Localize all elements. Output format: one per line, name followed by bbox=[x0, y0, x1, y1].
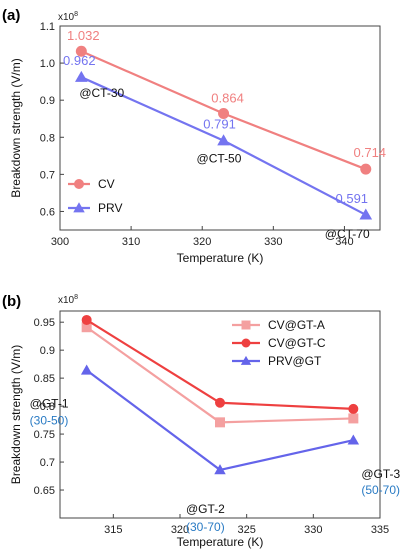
y-tick-label: 0.7 bbox=[40, 169, 55, 181]
data-point-PRV bbox=[75, 70, 88, 82]
y-axis-label: Breakdown strength (V/m) bbox=[9, 345, 23, 484]
y-tick-label: 0.8 bbox=[40, 401, 55, 413]
y-multiplier-exponent: 8 bbox=[74, 294, 78, 301]
legend-label: CV bbox=[98, 177, 115, 191]
y-tick-label: 1.0 bbox=[40, 58, 55, 70]
annotation: @CT-70 bbox=[325, 227, 370, 241]
annotation-range: (50-70) bbox=[361, 483, 400, 497]
legend-label: CV@GT-A bbox=[268, 318, 325, 332]
legend-marker-PRV bbox=[73, 202, 85, 213]
y-tick-label: 0.85 bbox=[34, 373, 55, 385]
data-point-CV@GT-A bbox=[215, 417, 225, 428]
y-multiplier: x108 bbox=[58, 294, 78, 306]
y-multiplier: x108 bbox=[58, 11, 78, 23]
annotation: @GT-1 bbox=[30, 396, 69, 410]
x-tick-label: 320 bbox=[193, 236, 211, 248]
x-tick-label: 310 bbox=[122, 236, 140, 248]
x-tick-label: 335 bbox=[371, 524, 389, 536]
data-label-PRV: 0.962 bbox=[63, 53, 96, 68]
y-axis-label: Breakdown strength (V/m) bbox=[9, 58, 23, 197]
y-tick-label: 0.95 bbox=[34, 317, 55, 329]
y-tick-label: 0.9 bbox=[40, 95, 55, 107]
data-point-PRV@GT bbox=[347, 434, 360, 445]
panel-a: (a) x108 300 310 320 330 340 0.6 0.7 0.8 0.9 1.0 1.1… bbox=[2, 7, 386, 265]
x-tick-label: 300 bbox=[51, 236, 69, 248]
y-tick-label: 0.9 bbox=[40, 345, 55, 357]
y-tick-label: 0.65 bbox=[34, 485, 55, 497]
annotation: @GT-3 bbox=[361, 467, 400, 481]
data-point-PRV@GT bbox=[80, 364, 93, 375]
legend-label: PRV bbox=[98, 201, 122, 215]
data-point-CV bbox=[75, 45, 87, 57]
annotation: @GT-2 bbox=[186, 502, 225, 516]
data-point-CV@GT-A bbox=[81, 322, 92, 333]
x-tick-label: 325 bbox=[237, 524, 255, 536]
annotation-range: (30-50) bbox=[30, 413, 69, 427]
data-label-PRV: 0.591 bbox=[336, 191, 369, 206]
data-label-CV: 0.714 bbox=[354, 145, 387, 160]
x-tick-label: 315 bbox=[104, 524, 122, 536]
panel-b: (b) x108 315 320 325 330 335 0.65 0.7 0.75 0.8 0.85… bbox=[2, 293, 401, 549]
legend-marker-CV@GT-A bbox=[241, 320, 251, 330]
panel-label: (b) bbox=[2, 293, 21, 310]
plot-frame bbox=[59, 310, 381, 519]
data-point-PRV bbox=[359, 208, 373, 220]
data-point-CV@GT-C bbox=[215, 397, 225, 408]
y-tick-label: 1.1 bbox=[40, 21, 55, 33]
legend-marker-CV@GT-C bbox=[241, 338, 251, 348]
data-point-PRV@GT bbox=[214, 464, 226, 475]
y-multiplier-exponent: 8 bbox=[74, 11, 78, 18]
y-tick-label: 0.7 bbox=[40, 457, 55, 469]
panel-label: (a) bbox=[2, 7, 20, 24]
data-point-CV@GT-A bbox=[348, 413, 359, 424]
plot-frame bbox=[59, 25, 381, 231]
data-label-CV: 0.864 bbox=[211, 91, 244, 106]
annotation: @CT-30 bbox=[79, 86, 124, 100]
x-tick-label: 330 bbox=[264, 236, 282, 248]
y-tick-label: 0.6 bbox=[40, 206, 55, 218]
legend-marker-PRV@GT bbox=[240, 355, 252, 365]
legend-label: CV@GT-C bbox=[268, 336, 326, 350]
y-tick-label: 0.75 bbox=[34, 429, 55, 441]
x-tick-label: 340 bbox=[335, 236, 353, 248]
x-axis-label: Temperature (K) bbox=[177, 535, 264, 549]
x-tick-label: 330 bbox=[304, 524, 322, 536]
data-point-CV bbox=[360, 163, 372, 175]
data-point-CV@GT-C bbox=[81, 314, 92, 325]
annotation: @CT-50 bbox=[197, 152, 242, 166]
legend-marker-CV bbox=[74, 179, 84, 189]
x-axis-label: Temperature (K) bbox=[177, 251, 264, 265]
data-label-CV: 1.032 bbox=[67, 28, 100, 43]
data-label-PRV: 0.791 bbox=[203, 117, 236, 132]
x-tick-label: 320 bbox=[171, 524, 189, 536]
annotation-range: (30-70) bbox=[186, 520, 225, 534]
data-point-CV@GT-C bbox=[348, 403, 359, 414]
y-tick-label: 0.8 bbox=[40, 132, 55, 144]
legend-label: PRV@GT bbox=[268, 354, 322, 368]
data-point-CV bbox=[218, 108, 230, 120]
data-point-PRV bbox=[217, 134, 230, 146]
